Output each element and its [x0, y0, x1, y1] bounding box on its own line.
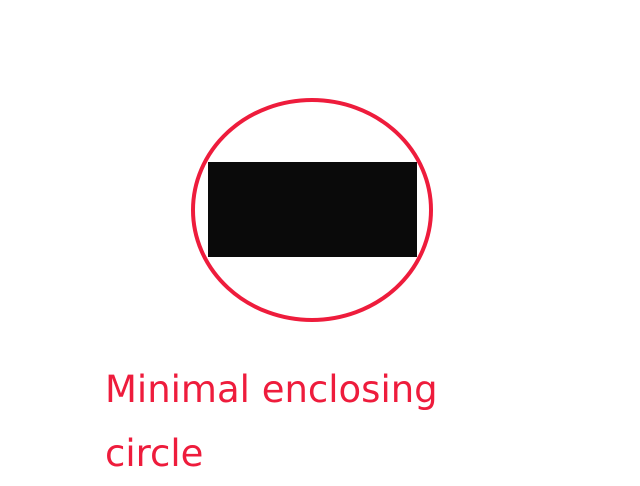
caption-line-1: Minimal enclosing [105, 368, 438, 411]
enclosing-circle [191, 98, 433, 322]
caption-line-2: circle [105, 432, 204, 475]
caption: Minimal enclosing circle [105, 358, 438, 486]
enclosed-rectangle [208, 162, 417, 257]
